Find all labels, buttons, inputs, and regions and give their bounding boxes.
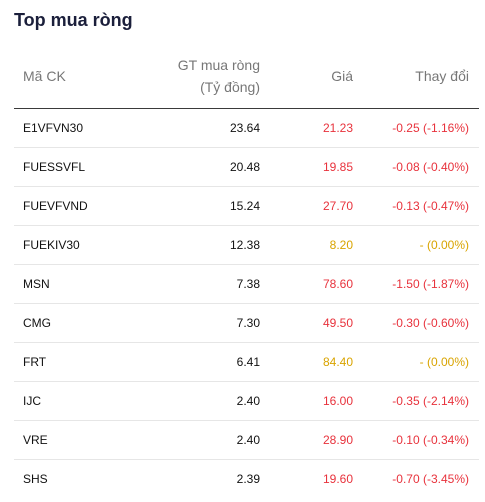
change: -0.13 (-0.47%) — [392, 199, 469, 213]
stock-code[interactable]: SHS — [23, 472, 48, 486]
price: 19.60 — [322, 472, 353, 486]
change: -0.10 (-0.34%) — [392, 433, 469, 447]
table-row[interactable]: CMG 7.30 49.50 -0.30 (-0.60%) — [14, 304, 479, 343]
price: 78.60 — [322, 277, 353, 291]
price: 19.85 — [322, 160, 353, 174]
table-row[interactable]: IJC 2.40 16.00 -0.35 (-2.14%) — [14, 382, 479, 421]
net-buy-value: 23.64 — [229, 121, 260, 135]
change: -0.25 (-1.16%) — [392, 121, 469, 135]
column-header-net-buy-value[interactable]: GT mua ròng (Tỷ đồng) — [178, 54, 260, 98]
change: -0.08 (-0.40%) — [392, 160, 469, 174]
table-row[interactable]: FUEKIV30 12.38 8.20 - (0.00%) — [14, 226, 479, 265]
stock-code[interactable]: FUEVFVND — [23, 199, 88, 213]
net-buy-value: 2.40 — [236, 394, 260, 408]
table-row[interactable]: FUESSVFL 20.48 19.85 -0.08 (-0.40%) — [14, 148, 479, 187]
net-buy-value: 12.38 — [229, 238, 260, 252]
net-buy-value: 2.40 — [236, 433, 260, 447]
change: -0.30 (-0.60%) — [392, 316, 469, 330]
change: -1.50 (-1.87%) — [392, 277, 469, 291]
stock-code[interactable]: VRE — [23, 433, 48, 447]
price: 27.70 — [322, 199, 353, 213]
stock-code[interactable]: FUESSVFL — [23, 160, 86, 174]
stock-code[interactable]: FUEKIV30 — [23, 238, 80, 252]
table-header: Mã CK GT mua ròng (Tỷ đồng) Giá Thay đổi — [14, 54, 479, 109]
column-header-change[interactable]: Thay đổi — [415, 68, 469, 84]
price: 21.23 — [322, 121, 353, 135]
stock-code[interactable]: FRT — [23, 355, 47, 369]
column-header-net-buy-value-line1: GT mua ròng — [177, 57, 260, 73]
stock-code[interactable]: IJC — [23, 394, 41, 408]
column-header-net-buy-value-line2: (Tỷ đồng) — [200, 79, 260, 95]
net-buy-value: 7.38 — [236, 277, 260, 291]
change: -0.70 (-3.45%) — [392, 472, 469, 486]
price: 16.00 — [322, 394, 353, 408]
table-row[interactable]: SHS 2.39 19.60 -0.70 (-3.45%) — [14, 460, 479, 498]
table-row[interactable]: E1VFVN30 23.64 21.23 -0.25 (-1.16%) — [14, 109, 479, 148]
price: 8.20 — [329, 238, 353, 252]
change: -0.35 (-2.14%) — [392, 394, 469, 408]
stock-code[interactable]: CMG — [23, 316, 51, 330]
table-row[interactable]: FRT 6.41 84.40 - (0.00%) — [14, 343, 479, 382]
net-buy-value: 6.41 — [236, 355, 260, 369]
table-body: E1VFVN30 23.64 21.23 -0.25 (-1.16%) FUES… — [14, 109, 479, 498]
widget-title: Top mua ròng — [14, 10, 133, 30]
stock-code[interactable]: MSN — [23, 277, 50, 291]
table-row[interactable]: FUEVFVND 15.24 27.70 -0.13 (-0.47%) — [14, 187, 479, 226]
price: 28.90 — [322, 433, 353, 447]
change: - (0.00%) — [419, 238, 469, 252]
table-row[interactable]: MSN 7.38 78.60 -1.50 (-1.87%) — [14, 265, 479, 304]
change: - (0.00%) — [419, 355, 469, 369]
net-buy-value: 7.30 — [236, 316, 260, 330]
column-header-price[interactable]: Giá — [331, 68, 353, 84]
price: 49.50 — [322, 316, 353, 330]
price: 84.40 — [322, 355, 353, 369]
column-header-code[interactable]: Mã CK — [23, 68, 66, 84]
net-buy-value: 2.39 — [236, 472, 260, 486]
table-row[interactable]: VRE 2.40 28.90 -0.10 (-0.34%) — [14, 421, 479, 460]
stock-code[interactable]: E1VFVN30 — [23, 121, 84, 135]
net-buy-value: 20.48 — [229, 160, 260, 174]
net-buy-value: 15.24 — [229, 199, 260, 213]
